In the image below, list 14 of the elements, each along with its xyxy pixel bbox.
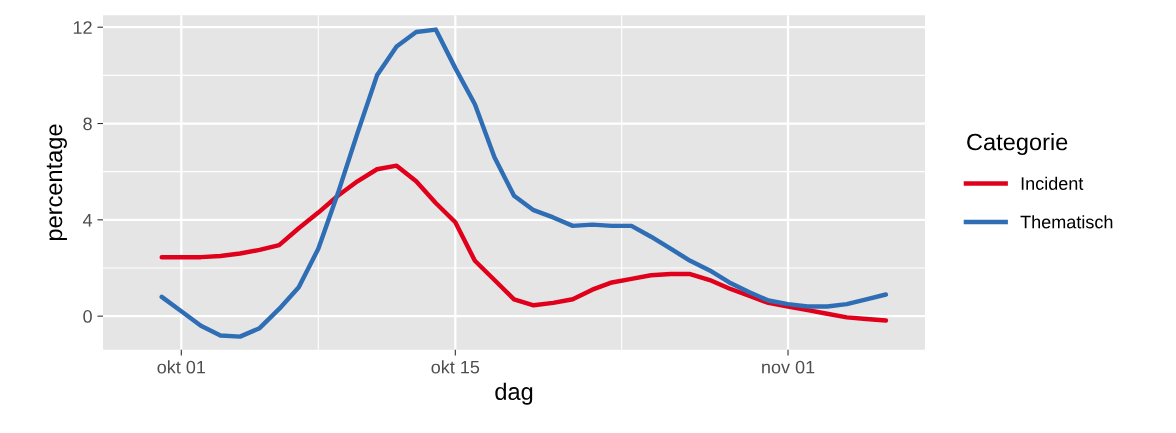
x-axis-title: dag	[495, 382, 533, 405]
legend-title: Categorie	[967, 133, 1068, 156]
y-tick-label: 12	[73, 21, 92, 34]
x-tick-label: okt 15	[431, 360, 480, 374]
y-axis-title: percentage	[46, 124, 67, 241]
y-tick-label: 0	[83, 310, 92, 323]
y-tick-label: 4	[82, 213, 93, 227]
legend-label: Incident	[1021, 176, 1084, 190]
line-series	[159, 27, 889, 339]
line-series	[159, 163, 889, 323]
legend-label: Thematisch	[1020, 215, 1113, 229]
y-tick-label: 8	[83, 117, 92, 131]
x-tick-label: okt 01	[157, 360, 206, 374]
x-tick-label: nov 01	[762, 360, 815, 374]
